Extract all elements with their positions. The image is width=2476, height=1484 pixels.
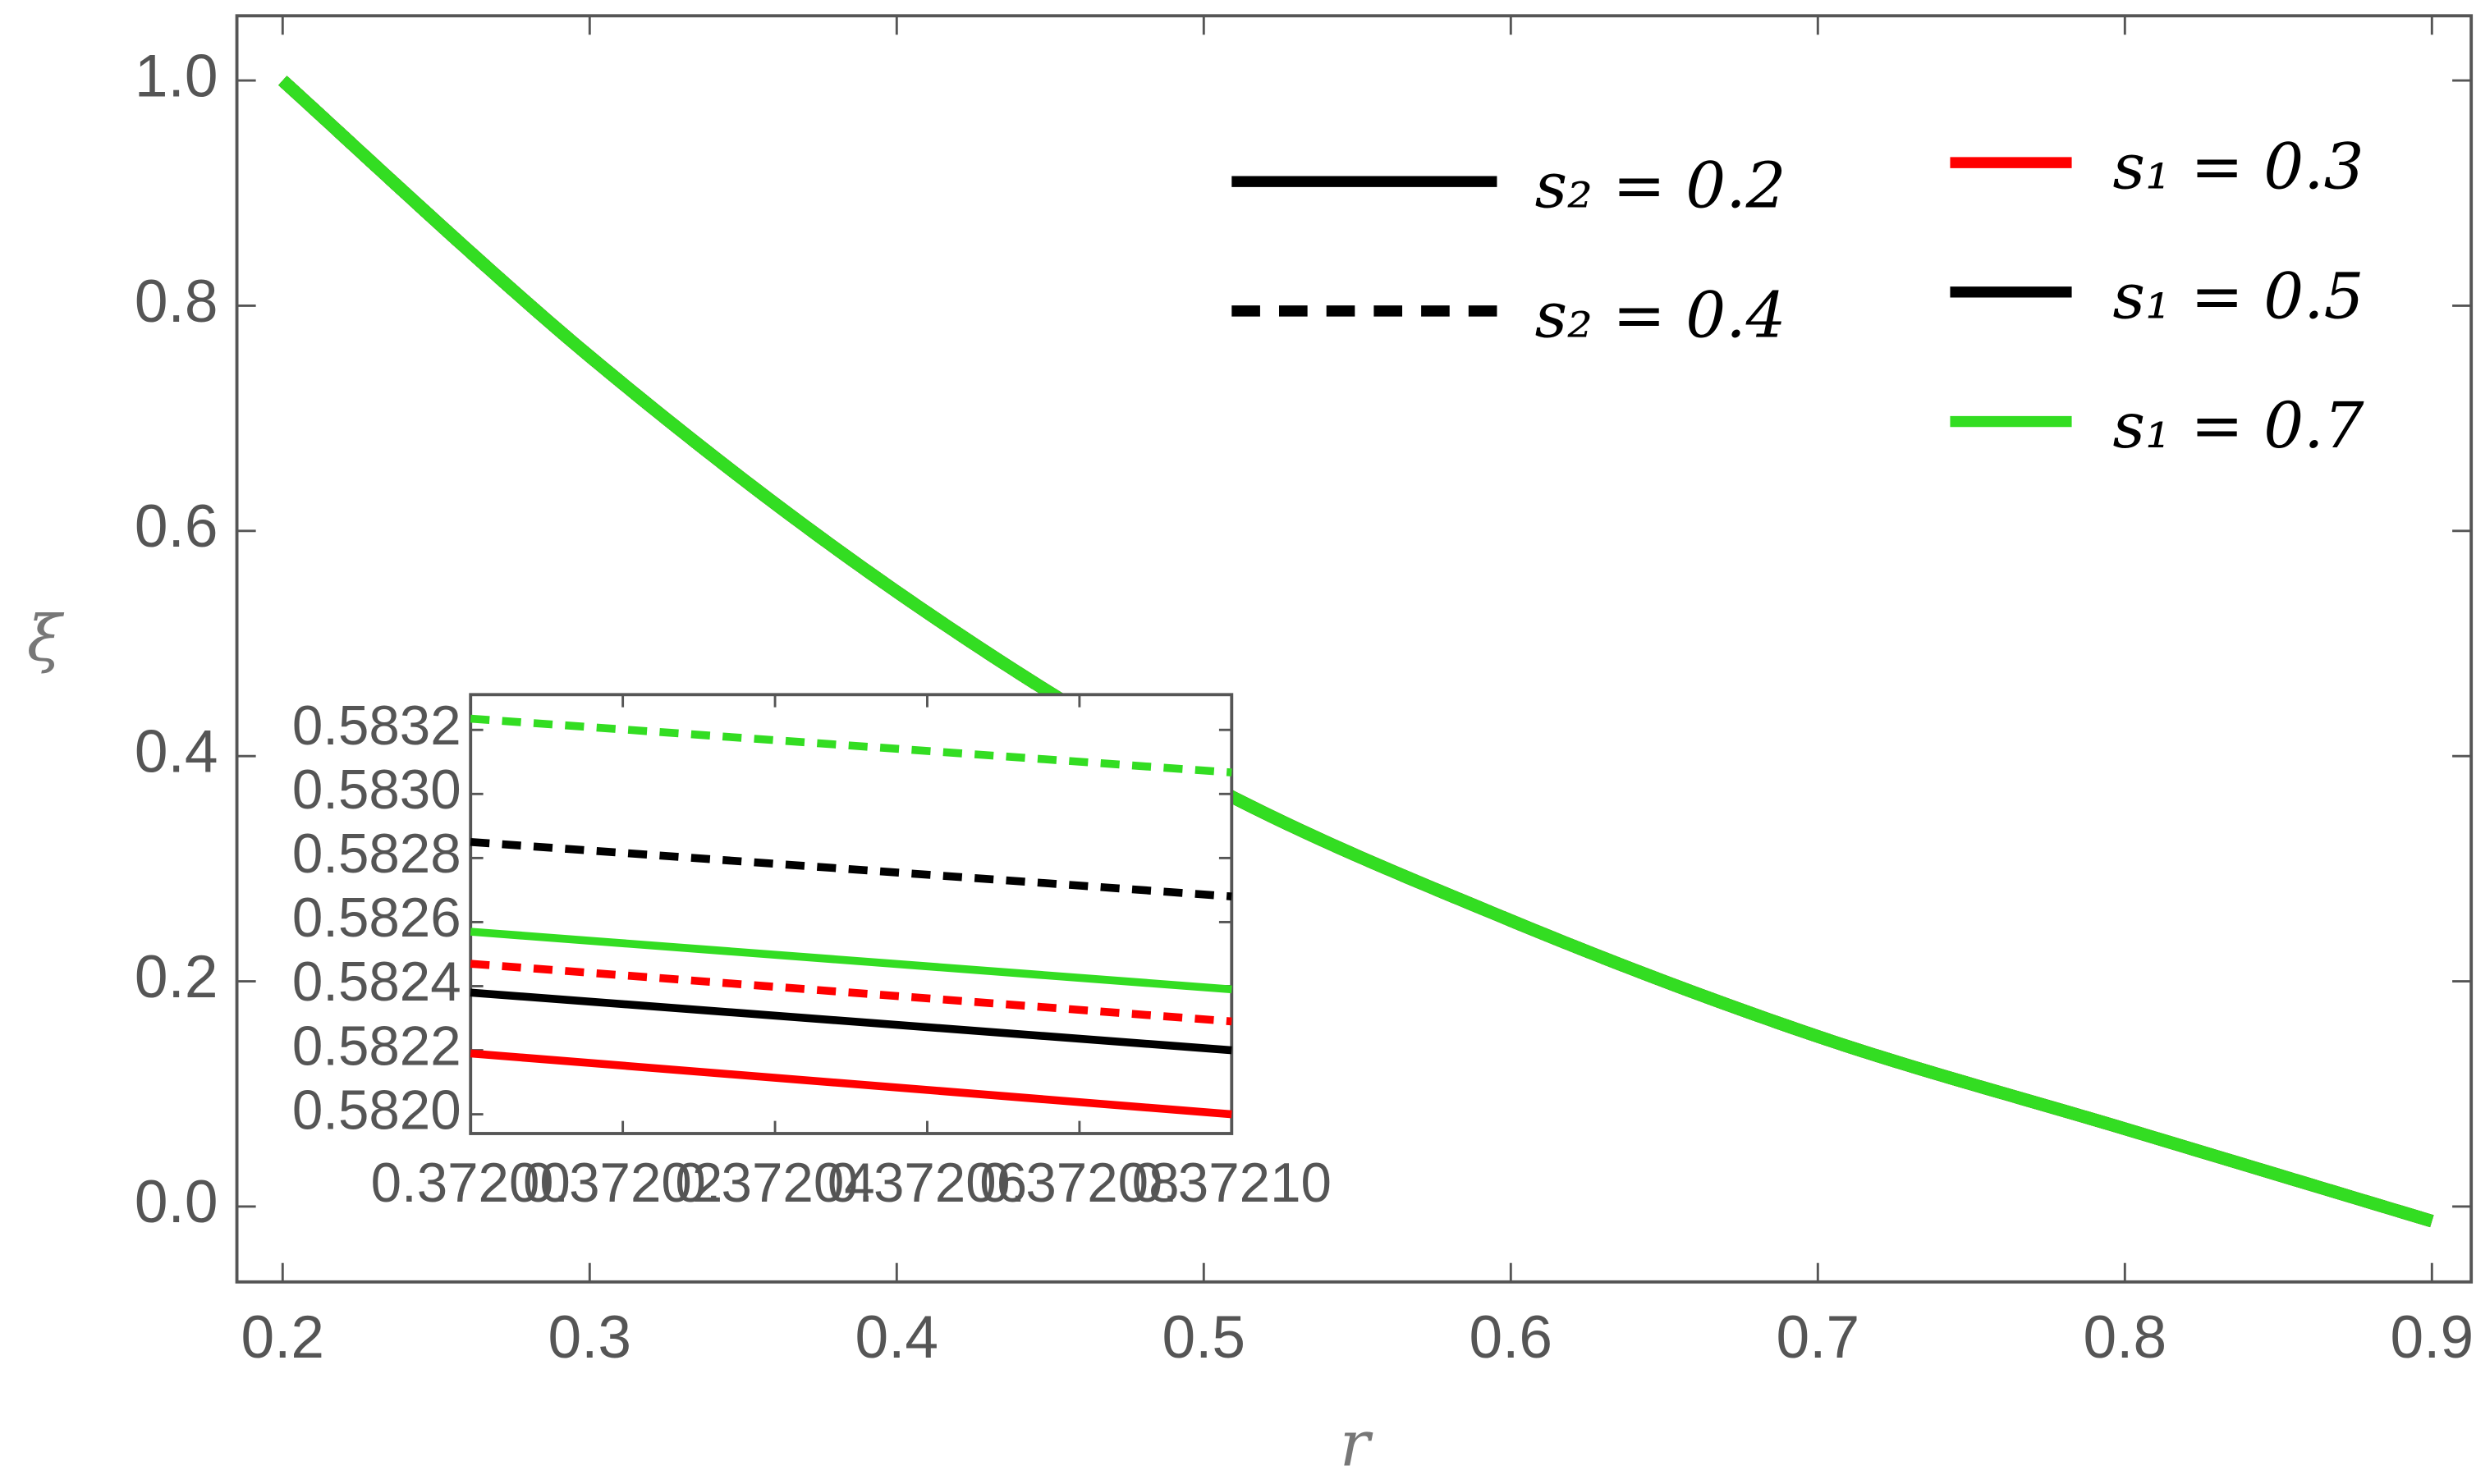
plot-frame: [235, 14, 2474, 1284]
y-axis-label: ξ: [27, 603, 65, 676]
y-tick-label: 0.6: [135, 493, 218, 560]
series-line: [470, 960, 1232, 1026]
x-tick-label: 0.37200: [371, 1152, 571, 1214]
legend-label: s₁ = 0.7: [2113, 390, 2364, 463]
x-tick-label: 0.2: [241, 1304, 324, 1371]
y-tick-label: 1.0: [135, 43, 218, 109]
inset-plot: 0.372000.372020.372040.372060.372080.372…: [292, 694, 1332, 1214]
legend: s₂ = 0.2 s₂ = 0.4 s₁ = 0.3 s₁ = 0.5 s₁ = 0.7: [1231, 131, 2364, 463]
series-line: [470, 714, 1232, 776]
y-tick-label: 0.5830: [292, 759, 461, 821]
x-tick-label: 0.5: [1162, 1304, 1245, 1371]
x-tick-label: 0.7: [1777, 1304, 1860, 1371]
series-line: [470, 838, 1232, 900]
y-tick-label: 0.0: [135, 1169, 218, 1235]
series-line: [470, 928, 1232, 994]
main-plot: 0.2 0.3 0.4 0.5 0.6 0.7 0.8 0.9 0.0 0.2 0.4 0.6 0.8 1…: [135, 16, 2474, 1371]
legend-label: s₁ = 0.5: [2113, 260, 2364, 333]
y-tick-label: 0.5832: [292, 695, 461, 757]
x-tick-label: 0.37210: [1132, 1152, 1332, 1214]
y-tick-label: 0.5826: [292, 887, 461, 949]
series-line: [470, 1049, 1232, 1119]
x-tick-label: 0.6: [1470, 1304, 1553, 1371]
legend-label: s₁ = 0.3: [2113, 131, 2364, 204]
series-line: [470, 988, 1232, 1055]
x-tick-label: 0.8: [2084, 1304, 2167, 1371]
x-tick-label: 0.3: [548, 1304, 631, 1371]
x-tick-label: 0.37204: [675, 1152, 874, 1214]
x-axis-label: r: [1340, 1408, 1373, 1482]
series-line: [278, 76, 2434, 1228]
legend-label: s₂ = 0.4: [1535, 279, 1786, 352]
y-tick-label: 0.8: [135, 268, 218, 335]
x-tick-label: 0.37206: [828, 1152, 1027, 1214]
y-tick-label: 0.5828: [292, 823, 461, 885]
y-tick-label: 0.5822: [292, 1015, 461, 1077]
legend-label: s₂ = 0.2: [1535, 150, 1786, 223]
y-tick-label: 0.2: [135, 944, 218, 1010]
x-tick-label: 0.37208: [979, 1152, 1179, 1214]
y-tick-label: 0.5820: [292, 1079, 461, 1141]
y-tick-label: 0.4: [135, 718, 218, 785]
y-tick-label: 0.5824: [292, 951, 461, 1013]
x-tick-label: 0.4: [855, 1304, 938, 1371]
x-tick-label: 0.37202: [523, 1152, 722, 1214]
x-tick-label: 0.9: [2391, 1304, 2474, 1371]
